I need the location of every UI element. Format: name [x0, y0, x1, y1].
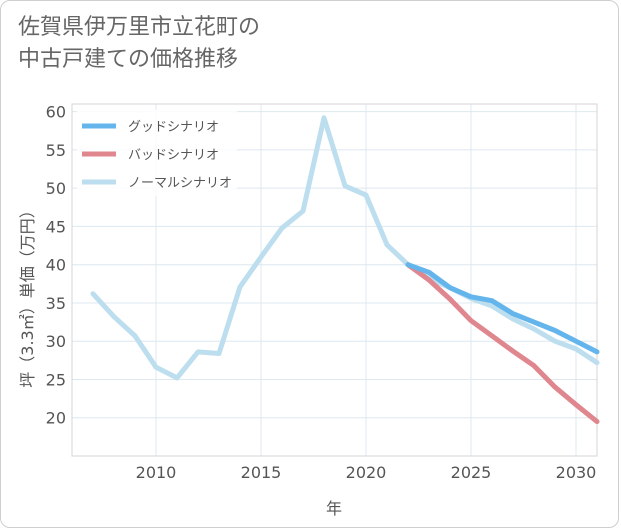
legend-label: ノーマルシナリオ — [128, 176, 232, 191]
y-tick-label: 45 — [46, 217, 66, 236]
y-tick-label: 40 — [46, 256, 66, 275]
y-tick-label: 50 — [46, 179, 66, 198]
y-tick-label: 30 — [46, 332, 66, 351]
chart-title-line-2: 中古戸建ての価格推移 — [18, 47, 239, 72]
series-line-good — [405, 262, 600, 355]
x-axis-label: 年 — [326, 499, 342, 518]
y-axis-ticks: 20 25 30 35 40 45 50 55 60 — [46, 103, 66, 428]
y-tick-label: 25 — [46, 370, 66, 389]
legend-label: グッドシナリオ — [128, 120, 219, 135]
y-tick-label: 55 — [46, 141, 66, 160]
x-tick-label: 2010 — [136, 463, 177, 482]
y-axis-label: 坪（3.3㎡）単価（万円） — [18, 202, 37, 387]
x-axis-ticks: 2010 2015 2020 2025 2030 — [136, 463, 597, 482]
x-tick-label: 2025 — [451, 463, 492, 482]
x-tick-label: 2020 — [346, 463, 387, 482]
y-tick-label: 35 — [46, 294, 66, 313]
series-line-normal — [90, 115, 600, 381]
series-line-bad — [405, 262, 600, 425]
legend-label: バッドシナリオ — [128, 148, 219, 163]
y-tick-label: 60 — [46, 103, 66, 122]
plot-area — [71, 103, 598, 457]
chart-title: 佐賀県伊万里市立花町の 中古戸建ての価格推移 — [18, 12, 418, 76]
y-tick-label: 20 — [46, 409, 66, 428]
chart-title-line-1: 佐賀県伊万里市立花町の — [18, 15, 261, 40]
x-tick-label: 2015 — [241, 463, 282, 482]
series-lines — [90, 115, 600, 425]
x-tick-label: 2030 — [556, 463, 597, 482]
